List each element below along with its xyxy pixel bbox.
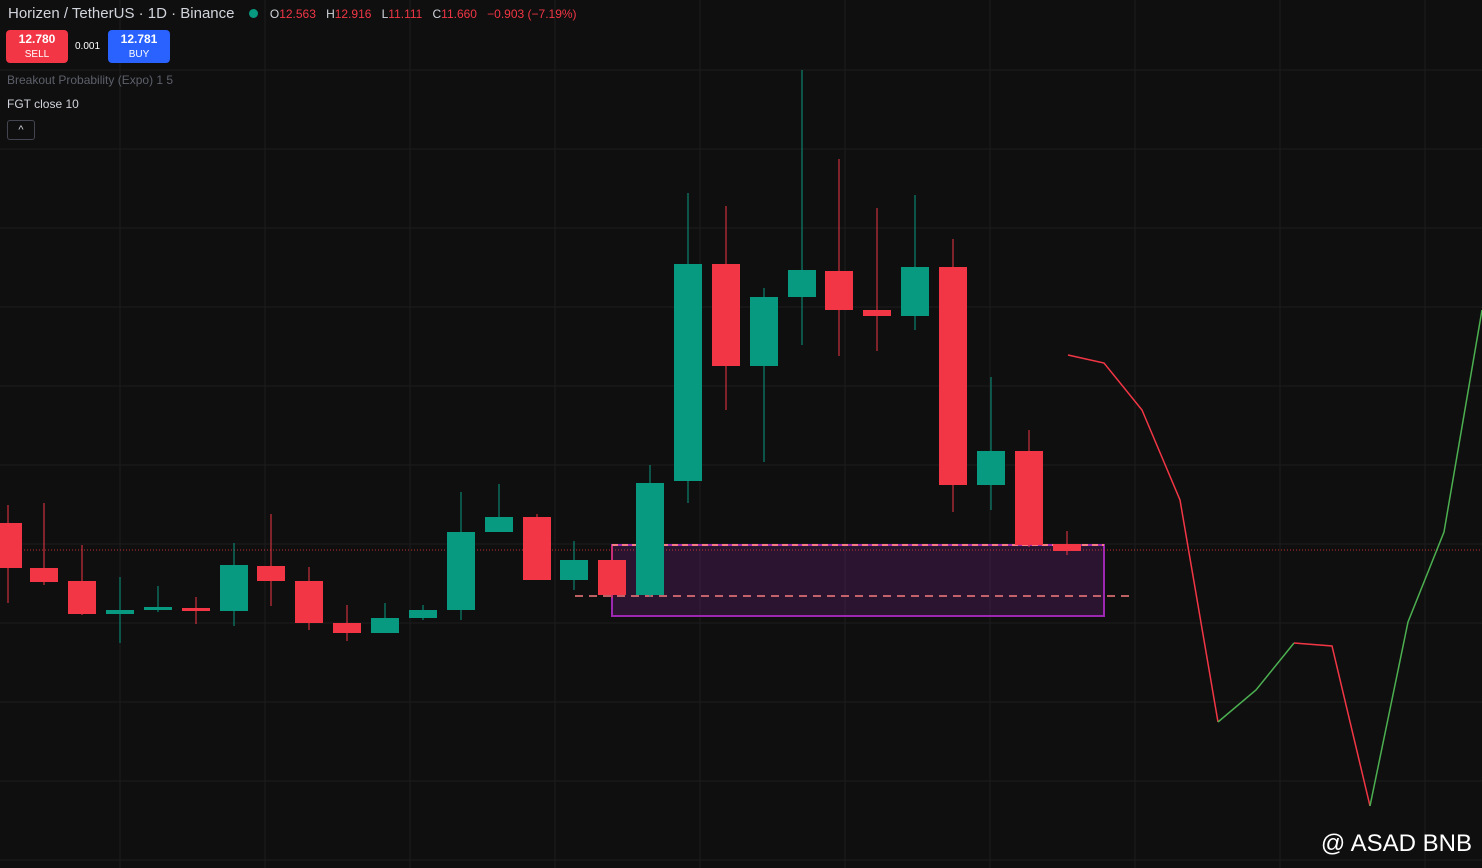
sell-button[interactable]: 12.780 SELL [6, 30, 68, 63]
candle-body [636, 483, 664, 595]
candle-body [598, 560, 626, 595]
candle-body [560, 560, 588, 580]
sell-label: SELL [24, 49, 50, 60]
candle-body [1053, 544, 1081, 551]
candle-body [447, 532, 475, 610]
symbol-header: Horizen / TetherUS · 1D · Binance O12.56… [8, 5, 583, 22]
collapse-button[interactable]: ^ [7, 120, 35, 140]
candle-body [1015, 451, 1043, 545]
candle-body [106, 610, 134, 614]
buy-button[interactable]: 12.781 BUY [108, 30, 170, 63]
symbol[interactable]: Horizen / TetherUS · 1D · Binance [8, 5, 235, 22]
zone [611, 544, 1105, 617]
candle-body [144, 607, 172, 610]
candle-body [220, 565, 248, 611]
candle-body [750, 297, 778, 366]
candle-body [825, 271, 853, 310]
candle-body [333, 623, 361, 633]
candle-body [68, 581, 96, 614]
indicator[interactable]: Breakout Probability (Expo) 1 5 [7, 73, 174, 87]
buy-price: 12.781 [120, 32, 158, 46]
candle-body [901, 267, 929, 316]
candle-body [674, 264, 702, 481]
h-label: H [326, 7, 335, 21]
candle-body [485, 517, 513, 532]
candle-body [977, 451, 1005, 485]
sell-price: 12.780 [18, 32, 56, 46]
candle-body [257, 566, 285, 581]
forecast-line [1293, 642, 1371, 807]
c-value: 11.660 [441, 7, 477, 21]
indicator[interactable]: FGT close 10 [7, 97, 79, 111]
candle-body [939, 267, 967, 485]
forecast-line [1369, 309, 1482, 807]
h-value: 12.916 [334, 7, 372, 21]
forecast-line [1217, 642, 1295, 723]
candle-body [0, 523, 22, 568]
candle-body [863, 310, 891, 316]
candle-body [371, 618, 399, 633]
watermark: @ ASAD BNB [1320, 830, 1472, 857]
candle-body [712, 264, 740, 366]
candle-body [409, 610, 437, 618]
candle-body [295, 581, 323, 623]
o-value: 12.563 [279, 7, 316, 21]
candle-body [182, 608, 210, 611]
status-dot [248, 9, 258, 18]
o-label: O [269, 7, 280, 21]
candle-body [788, 270, 816, 297]
buy-label: BUY [128, 49, 150, 60]
l-label: L [381, 7, 389, 21]
candle-body [523, 517, 551, 580]
change: −0.903 (−7.19%) [487, 7, 577, 21]
c-label: C [432, 7, 442, 21]
forecast-line [1067, 354, 1219, 723]
spread: 0.001 [75, 41, 101, 52]
candle-body [30, 568, 58, 582]
l-value: 11.111 [388, 7, 423, 21]
